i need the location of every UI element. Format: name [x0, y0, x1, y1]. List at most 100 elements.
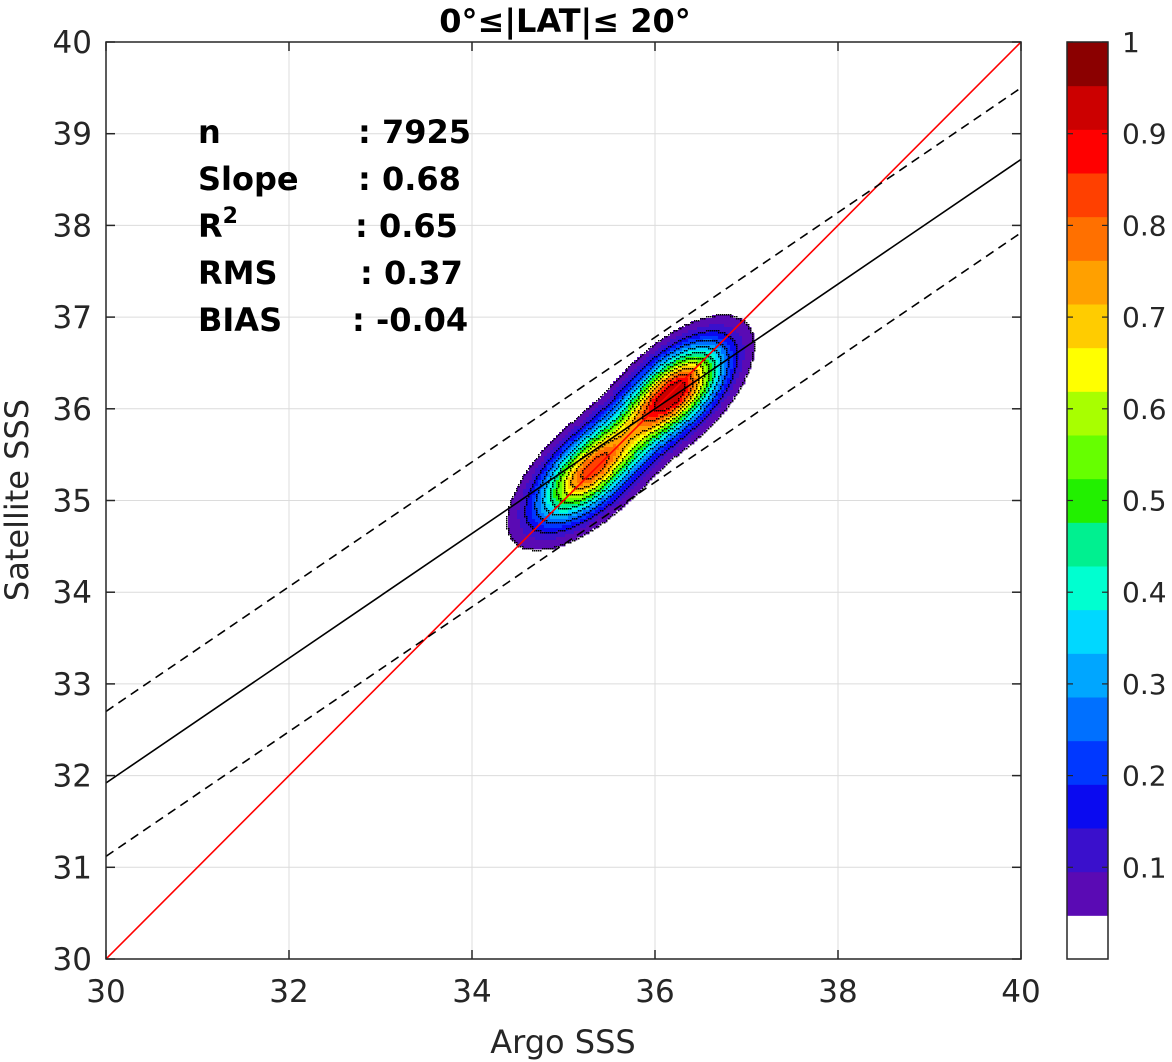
- density-cell: [631, 474, 635, 478]
- contour-line-point: [754, 348, 756, 350]
- contour-line-point: [642, 488, 644, 490]
- contour-line-point: [684, 384, 686, 386]
- density-cell: [532, 462, 536, 466]
- density-cell: [688, 429, 692, 433]
- density-cell: [598, 459, 602, 463]
- density-cell: [739, 357, 743, 361]
- contour-line-point: [664, 380, 666, 382]
- contour-line-point: [636, 400, 638, 402]
- density-cell: [652, 474, 656, 478]
- contour-line-point: [730, 382, 732, 384]
- density-cell: [655, 402, 659, 406]
- contour-line-point: [676, 364, 678, 366]
- density-cell: [724, 396, 728, 400]
- density-cell: [628, 414, 632, 418]
- density-cell: [664, 411, 668, 415]
- contour-line-point: [550, 532, 552, 534]
- contour-line-point: [544, 532, 546, 534]
- contour-line-point: [616, 490, 618, 492]
- contour-line-point: [560, 480, 562, 482]
- density-cell: [559, 447, 563, 451]
- density-cell: [580, 525, 584, 529]
- density-cell: [550, 513, 554, 517]
- contour-line-point: [600, 426, 602, 428]
- density-cell: [610, 495, 614, 499]
- contour-line-point: [704, 432, 706, 434]
- density-cell: [670, 375, 674, 379]
- contour-line-point: [700, 318, 702, 320]
- contour-line-point: [752, 332, 754, 334]
- density-cell: [622, 387, 626, 391]
- contour-line-point: [686, 350, 688, 352]
- density-cell: [643, 477, 647, 481]
- contour-line-point: [698, 376, 700, 378]
- contour-line-point: [678, 374, 680, 376]
- density-cell: [640, 486, 644, 490]
- contour-line-point: [560, 500, 562, 502]
- contour-line-point: [594, 446, 596, 448]
- density-cell: [682, 345, 686, 349]
- contour-line-point: [698, 352, 700, 354]
- density-cell: [727, 387, 731, 391]
- contour-line-point: [582, 446, 584, 448]
- density-cell: [673, 336, 677, 340]
- density-cell: [586, 429, 590, 433]
- density-cell: [712, 420, 716, 424]
- density-cell: [559, 510, 563, 514]
- density-cell: [709, 420, 713, 424]
- contour-line-point: [552, 502, 554, 504]
- contour-line-point: [582, 462, 584, 464]
- density-cell: [700, 327, 704, 331]
- contour-line-point: [656, 424, 658, 426]
- density-cell: [601, 498, 605, 502]
- contour-line-point: [572, 518, 574, 520]
- density-cell: [748, 345, 752, 349]
- contour-line-point: [630, 388, 632, 390]
- contour-line-point: [518, 484, 520, 486]
- contour-line-point: [670, 428, 672, 430]
- density-cell: [658, 420, 662, 424]
- density-cell: [727, 369, 731, 373]
- density-cell: [712, 369, 716, 373]
- density-cell: [664, 348, 668, 352]
- contour-line-point: [716, 340, 718, 342]
- density-cell: [622, 435, 626, 439]
- contour-line-point: [644, 470, 646, 472]
- contour-line-point: [626, 488, 628, 490]
- density-cell: [601, 492, 605, 496]
- contour-line-point: [652, 476, 654, 478]
- contour-line-point: [596, 506, 598, 508]
- contour-line-point: [710, 356, 712, 358]
- density-cell: [568, 462, 572, 466]
- density-cell: [640, 441, 644, 445]
- density-cell: [739, 366, 743, 370]
- density-cell: [529, 501, 533, 505]
- density-cell: [520, 531, 524, 535]
- contour-line-point: [666, 418, 668, 420]
- density-cell: [688, 426, 692, 430]
- density-cell: [538, 534, 542, 538]
- density-cell: [685, 390, 689, 394]
- density-cell: [595, 429, 599, 433]
- density-cell: [730, 327, 734, 331]
- density-cell: [532, 495, 536, 499]
- density-cell: [586, 489, 590, 493]
- contour-line-point: [704, 340, 706, 342]
- contour-line-point: [574, 540, 576, 542]
- contour-line-point: [588, 428, 590, 430]
- density-cell: [703, 384, 707, 388]
- contour-line-point: [552, 548, 554, 550]
- density-cell: [628, 486, 632, 490]
- contour-line-point: [606, 462, 608, 464]
- density-cell: [724, 381, 728, 385]
- density-cell: [733, 342, 737, 346]
- contour-line-point: [650, 478, 652, 480]
- density-cell: [643, 408, 647, 412]
- contour-line-point: [700, 408, 702, 410]
- density-cell: [634, 393, 638, 397]
- density-cell: [568, 471, 572, 475]
- density-cell: [712, 321, 716, 325]
- density-cell: [667, 354, 671, 358]
- density-cell: [688, 396, 692, 400]
- contour-line-point: [694, 402, 696, 404]
